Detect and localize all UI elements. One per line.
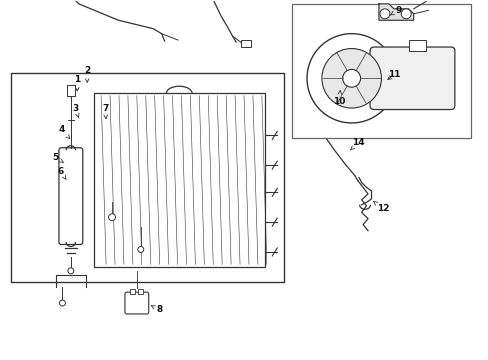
Text: 16: 16 bbox=[0, 359, 1, 360]
Circle shape bbox=[68, 268, 74, 274]
Text: 6: 6 bbox=[57, 167, 66, 179]
FancyBboxPatch shape bbox=[124, 292, 148, 314]
Circle shape bbox=[108, 214, 115, 221]
Text: 9: 9 bbox=[389, 6, 401, 15]
Bar bbox=[138, 289, 143, 294]
Polygon shape bbox=[378, 4, 413, 20]
Text: 4: 4 bbox=[58, 125, 70, 139]
Bar bbox=[67, 85, 75, 96]
Text: 5: 5 bbox=[52, 153, 63, 163]
FancyBboxPatch shape bbox=[59, 148, 82, 244]
Bar bbox=[408, 40, 425, 51]
Text: 7: 7 bbox=[102, 104, 108, 118]
Circle shape bbox=[342, 69, 360, 87]
Bar bbox=[130, 289, 135, 294]
Text: 12: 12 bbox=[373, 201, 388, 213]
Bar bbox=[291, 4, 470, 138]
FancyBboxPatch shape bbox=[369, 47, 454, 109]
Circle shape bbox=[60, 300, 65, 306]
Text: 13: 13 bbox=[0, 359, 1, 360]
Text: 2: 2 bbox=[84, 66, 90, 82]
Text: 11: 11 bbox=[387, 70, 399, 80]
Bar bbox=[11, 73, 283, 282]
Bar bbox=[241, 40, 250, 47]
Circle shape bbox=[306, 33, 395, 123]
Text: 15: 15 bbox=[0, 359, 1, 360]
Circle shape bbox=[379, 9, 389, 19]
Circle shape bbox=[321, 49, 381, 108]
Text: 14: 14 bbox=[349, 138, 364, 150]
Circle shape bbox=[401, 9, 410, 19]
Bar bbox=[94, 93, 264, 267]
Text: 10: 10 bbox=[332, 91, 345, 106]
Text: 1: 1 bbox=[74, 75, 80, 91]
Text: 3: 3 bbox=[72, 104, 79, 118]
Circle shape bbox=[138, 247, 143, 252]
Text: 8: 8 bbox=[151, 306, 163, 315]
